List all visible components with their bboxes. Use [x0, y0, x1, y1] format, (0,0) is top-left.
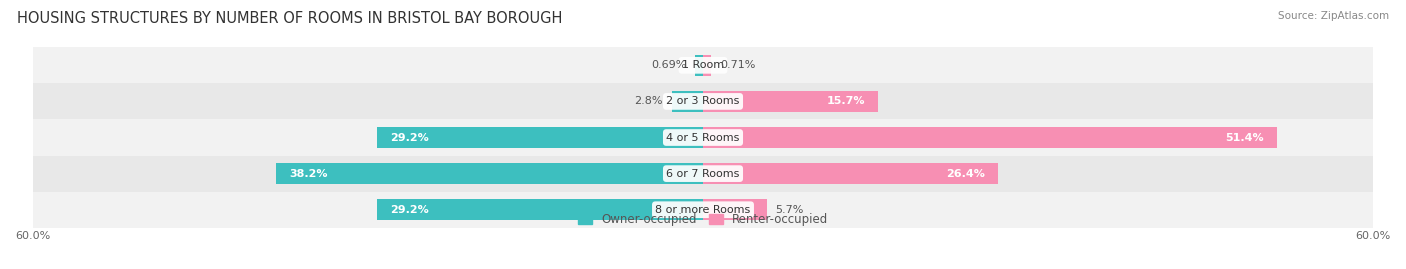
Text: 2.8%: 2.8% [634, 96, 662, 107]
Bar [703, 55, 711, 76]
Text: 29.2%: 29.2% [389, 205, 429, 215]
Text: Source: ZipAtlas.com: Source: ZipAtlas.com [1278, 11, 1389, 21]
Bar [377, 127, 703, 148]
Text: 6 or 7 Rooms: 6 or 7 Rooms [666, 169, 740, 179]
Bar [703, 127, 1277, 148]
Bar [703, 163, 998, 184]
Bar [32, 119, 1374, 155]
Text: 0.69%: 0.69% [651, 60, 686, 70]
Text: 29.2%: 29.2% [389, 133, 429, 143]
Text: HOUSING STRUCTURES BY NUMBER OF ROOMS IN BRISTOL BAY BOROUGH: HOUSING STRUCTURES BY NUMBER OF ROOMS IN… [17, 11, 562, 26]
Text: 5.7%: 5.7% [776, 205, 804, 215]
Bar [377, 199, 703, 220]
Text: 0.71%: 0.71% [720, 60, 755, 70]
Text: 2 or 3 Rooms: 2 or 3 Rooms [666, 96, 740, 107]
Bar [32, 83, 1374, 119]
Text: 1 Room: 1 Room [682, 60, 724, 70]
Bar [32, 155, 1374, 192]
Bar [276, 163, 703, 184]
Bar [696, 55, 703, 76]
Legend: Owner-occupied, Renter-occupied: Owner-occupied, Renter-occupied [572, 208, 834, 231]
Bar [32, 192, 1374, 228]
Text: 4 or 5 Rooms: 4 or 5 Rooms [666, 133, 740, 143]
Bar [703, 91, 879, 112]
Text: 26.4%: 26.4% [946, 169, 984, 179]
Text: 51.4%: 51.4% [1225, 133, 1264, 143]
Text: 15.7%: 15.7% [827, 96, 865, 107]
Bar [32, 47, 1374, 83]
Text: 8 or more Rooms: 8 or more Rooms [655, 205, 751, 215]
Text: 38.2%: 38.2% [290, 169, 328, 179]
Bar [672, 91, 703, 112]
Bar [703, 199, 766, 220]
